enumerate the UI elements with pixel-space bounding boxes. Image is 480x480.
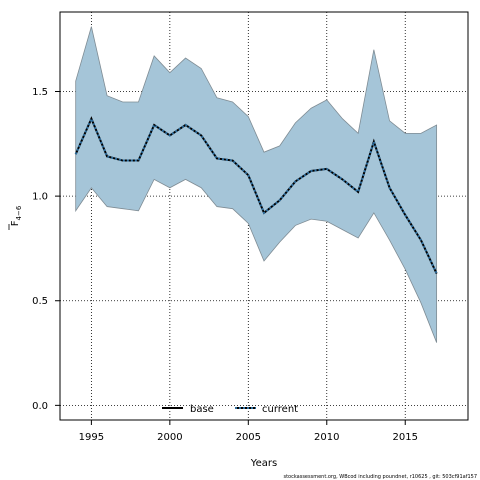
confidence-band — [75, 26, 438, 343]
x-axis-ticks: 1995 2000 2005 2010 2015 — [79, 420, 418, 443]
y-tick-label-0.0: 0.0 — [32, 401, 48, 412]
y-axis-ticks: 0.0 0.5 1.0 1.5 — [32, 87, 60, 412]
legend-label-base: base — [190, 404, 214, 415]
svg-text:F4−6: F4−6 — [10, 205, 23, 226]
legend-label-current: current — [262, 404, 298, 415]
series-dots-current — [74, 116, 438, 274]
x-tick-label-2005: 2005 — [236, 432, 261, 443]
y-axis-title: F4−6 — [8, 205, 23, 230]
plot-frame — [59, 11, 469, 421]
y-tick-label-1.0: 1.0 — [32, 192, 48, 203]
x-tick-label-1995: 1995 — [79, 432, 104, 443]
x-axis-title: Years — [250, 458, 277, 469]
x-tick-label-2000: 2000 — [157, 432, 182, 443]
y-axis-title-subscript: 4−6 — [15, 205, 23, 220]
x-tick-label-2010: 2010 — [314, 432, 339, 443]
footer-credit: stockassessment.org, WBcod including pou… — [283, 474, 477, 480]
y-axis-title-main: F — [10, 220, 21, 226]
x-tick-label-2015: 2015 — [393, 432, 418, 443]
y-tick-label-0.5: 0.5 — [32, 296, 48, 307]
y-tick-label-1.5: 1.5 — [32, 87, 48, 98]
legend: base current — [162, 404, 298, 415]
